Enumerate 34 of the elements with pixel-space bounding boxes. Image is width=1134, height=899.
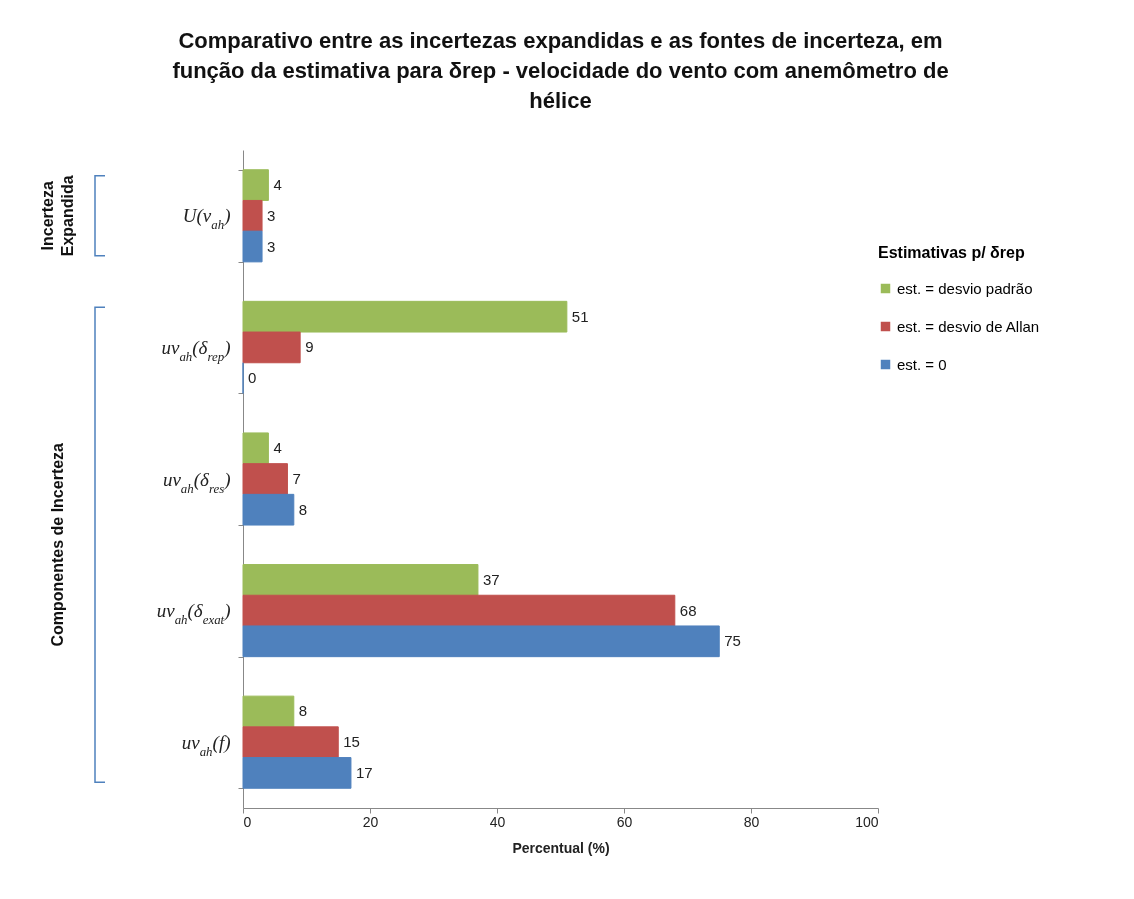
- y-tick-label: U(v$_{ah}$): [182, 205, 231, 233]
- text: Incerteza Expandida: [39, 175, 76, 257]
- legend-label: est. = desvio padrão: [897, 279, 1033, 297]
- data-label: 8: [298, 702, 308, 720]
- data-label: 51: [571, 307, 589, 325]
- data-label: 9: [305, 338, 314, 356]
- legend-label: est. = 0: [897, 355, 947, 373]
- legend-label: est. = desvio de Allan: [897, 317, 1040, 335]
- data-label: 4: [273, 176, 282, 194]
- x-axis-title: Percentual (%): [512, 839, 610, 856]
- data-label: 7: [292, 470, 301, 487]
- data-label: 8: [298, 500, 308, 518]
- x-tick-label: 60: [616, 813, 633, 830]
- data-label: 3: [267, 237, 276, 255]
- x-tick-label: 80: [743, 813, 760, 830]
- y-tick-label: uv$_{ah}$(δ$_{rep}$): [161, 336, 231, 364]
- x-tick-label: 100: [855, 813, 879, 830]
- data-label: 17: [355, 763, 373, 781]
- data-label: 15: [343, 733, 360, 751]
- x-tick-label: 20: [362, 813, 379, 830]
- y-tick-label: uv$_{ah}$(δ$_{exat}$): [156, 600, 231, 628]
- x-tick-label: 0: [243, 813, 252, 830]
- data-label: 68: [679, 601, 697, 619]
- x-tick-label: 40: [489, 813, 506, 830]
- data-label: 3: [267, 206, 276, 224]
- data-label: 0: [248, 369, 257, 387]
- y-tick-label: uv$_{ah}$(δ$_{res}$): [162, 468, 231, 496]
- legend-title: Estimativas p/ δrep: [878, 244, 1025, 261]
- data-label: 37: [482, 570, 500, 588]
- data-label: 75: [724, 632, 741, 650]
- text: Componentes de Incerteza: [49, 442, 66, 647]
- chart-title: Comparativo entre as incertezas expandidas e as fontes de incerteza, em função da estimativa para δrep - velocidade do vento com anemômetro de hélice: [172, 28, 949, 113]
- y-tick-label: uv$_{ah}$(f): [181, 731, 231, 759]
- data-label: 4: [273, 439, 282, 457]
